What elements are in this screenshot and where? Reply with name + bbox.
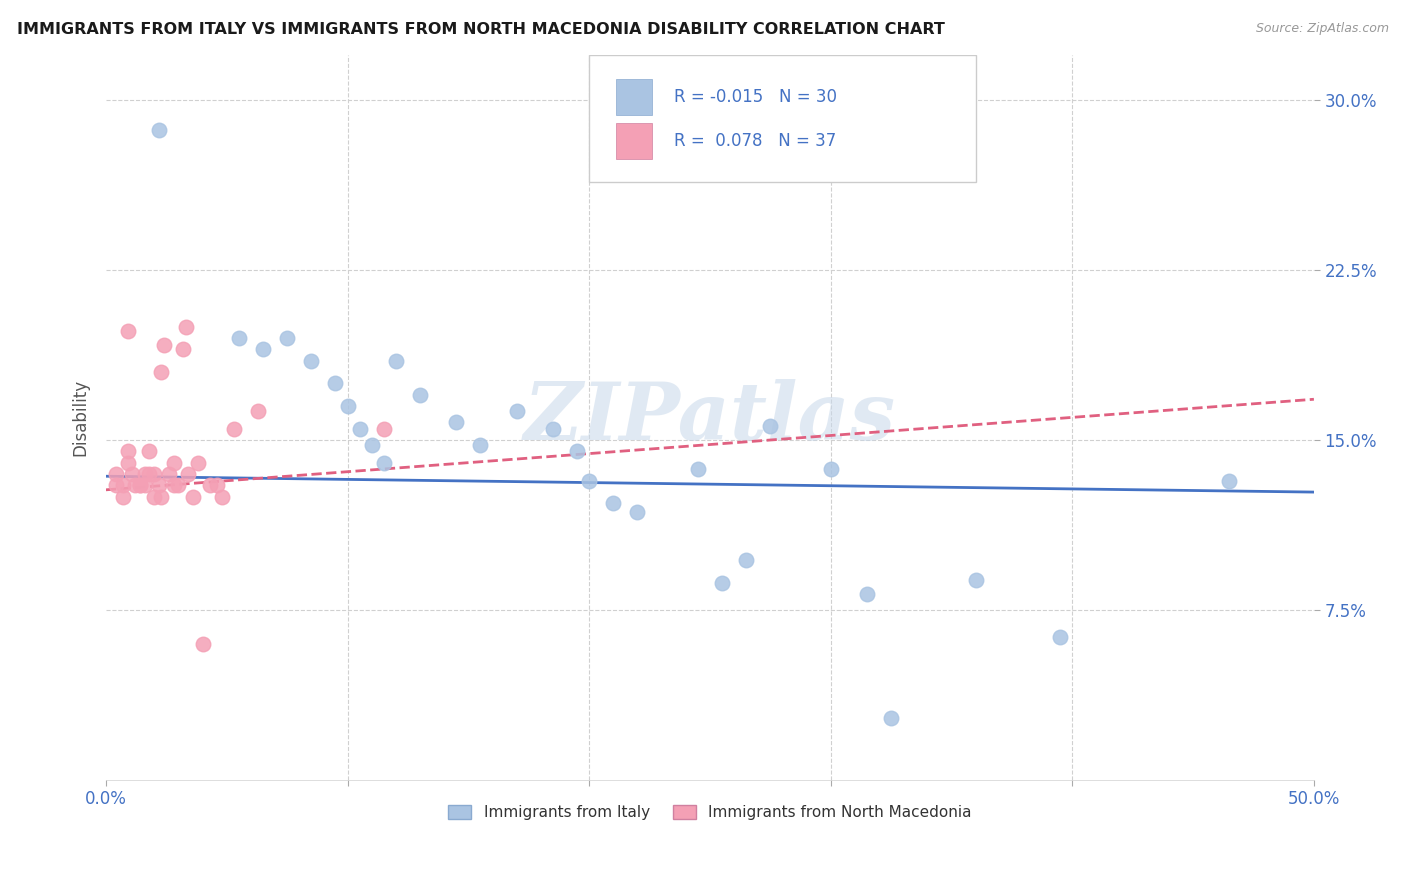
Point bbox=[602, 496, 624, 510]
Point bbox=[150, 490, 173, 504]
Point bbox=[162, 456, 184, 470]
FancyBboxPatch shape bbox=[589, 55, 976, 182]
Text: IMMIGRANTS FROM ITALY VS IMMIGRANTS FROM NORTH MACEDONIA DISABILITY CORRELATION : IMMIGRANTS FROM ITALY VS IMMIGRANTS FROM… bbox=[17, 22, 945, 37]
Point bbox=[143, 490, 166, 504]
Point bbox=[104, 478, 127, 492]
Point bbox=[162, 478, 184, 492]
Point bbox=[360, 437, 382, 451]
Point bbox=[228, 331, 250, 345]
Point bbox=[505, 403, 527, 417]
Point bbox=[117, 456, 139, 470]
Point bbox=[211, 490, 233, 504]
Point bbox=[252, 343, 274, 357]
Point bbox=[541, 422, 564, 436]
Point bbox=[373, 422, 395, 436]
Point bbox=[172, 343, 194, 357]
Point bbox=[1218, 474, 1240, 488]
Point bbox=[157, 467, 180, 481]
Point bbox=[686, 462, 709, 476]
Point bbox=[117, 324, 139, 338]
Point bbox=[820, 462, 842, 476]
Point bbox=[174, 319, 197, 334]
Point bbox=[965, 574, 987, 588]
Point bbox=[336, 399, 359, 413]
Point bbox=[276, 331, 298, 345]
Text: R = -0.015   N = 30: R = -0.015 N = 30 bbox=[673, 88, 837, 106]
Point bbox=[148, 123, 170, 137]
Point bbox=[153, 338, 176, 352]
Point bbox=[880, 711, 903, 725]
Point bbox=[205, 478, 228, 492]
Legend: Immigrants from Italy, Immigrants from North Macedonia: Immigrants from Italy, Immigrants from N… bbox=[443, 799, 977, 826]
Y-axis label: Disability: Disability bbox=[72, 379, 89, 456]
Point bbox=[198, 478, 221, 492]
Point bbox=[117, 444, 139, 458]
Point bbox=[177, 467, 200, 481]
Point bbox=[565, 444, 588, 458]
Point bbox=[856, 587, 879, 601]
Text: ZIPatlas: ZIPatlas bbox=[524, 378, 896, 456]
Point bbox=[150, 365, 173, 379]
Point bbox=[1049, 630, 1071, 644]
Point bbox=[759, 419, 782, 434]
Point bbox=[735, 553, 758, 567]
Point bbox=[138, 444, 160, 458]
Point bbox=[711, 575, 734, 590]
Point bbox=[134, 478, 156, 492]
Point bbox=[128, 478, 150, 492]
Point bbox=[124, 478, 146, 492]
FancyBboxPatch shape bbox=[616, 79, 652, 115]
Point bbox=[111, 478, 134, 492]
Point bbox=[247, 403, 270, 417]
Point bbox=[187, 456, 209, 470]
Point bbox=[134, 467, 156, 481]
Point bbox=[385, 353, 408, 368]
Text: R =  0.078   N = 37: R = 0.078 N = 37 bbox=[673, 132, 837, 150]
Text: Source: ZipAtlas.com: Source: ZipAtlas.com bbox=[1256, 22, 1389, 36]
Point bbox=[191, 637, 214, 651]
Point bbox=[325, 376, 347, 391]
Point bbox=[626, 506, 648, 520]
Point bbox=[299, 353, 322, 368]
Point bbox=[167, 478, 190, 492]
Point bbox=[349, 422, 371, 436]
Point bbox=[373, 456, 395, 470]
Point bbox=[181, 490, 204, 504]
Point bbox=[143, 467, 166, 481]
Point bbox=[470, 437, 492, 451]
Point bbox=[111, 490, 134, 504]
Point bbox=[578, 474, 600, 488]
Point bbox=[128, 478, 150, 492]
Point bbox=[148, 478, 170, 492]
Point bbox=[444, 415, 467, 429]
Point bbox=[121, 467, 143, 481]
FancyBboxPatch shape bbox=[616, 122, 652, 159]
Point bbox=[138, 467, 160, 481]
Point bbox=[222, 422, 245, 436]
Point bbox=[104, 467, 127, 481]
Point bbox=[409, 388, 432, 402]
